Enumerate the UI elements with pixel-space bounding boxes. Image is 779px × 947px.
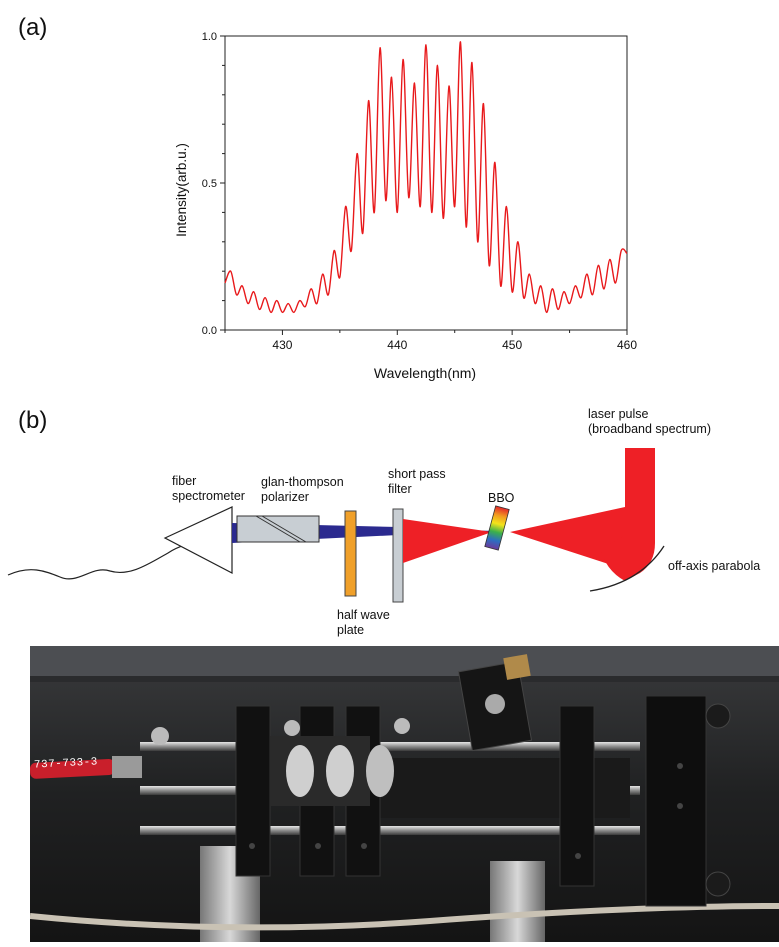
apparatus-photo-svg	[29, 646, 779, 942]
fiber-cable	[29, 758, 116, 779]
x-tick-label: 440	[387, 338, 407, 352]
x-tick-label: 430	[272, 338, 292, 352]
half-wave-plate	[344, 510, 357, 597]
red-beam-focusing	[510, 507, 630, 571]
bbo-crystal	[484, 505, 510, 551]
glan-thompson-polarizer	[236, 515, 320, 543]
y-axis-label: Intensity(arb.u.)	[174, 143, 189, 237]
label-short-pass-filter: short pass filter	[388, 467, 446, 496]
cage-plate-5	[645, 695, 707, 907]
panel-label-b: (b)	[18, 407, 48, 434]
spectrum-series-line	[224, 41, 628, 314]
post-right	[490, 861, 545, 942]
off-axis-parabola	[589, 545, 665, 592]
panel-label-a: (a)	[18, 14, 48, 41]
x-tick-label: 450	[502, 338, 522, 352]
red-beam-diverging	[403, 519, 492, 563]
y-tick-label: 0.5	[202, 178, 217, 190]
label-laser-pulse: laser pulse (broadband spectrum)	[588, 407, 711, 436]
fiber-spectrometer-shape	[163, 506, 233, 574]
label-glan-thompson: glan-thompson polarizer	[261, 475, 344, 504]
spectrum-chart: 430 440 450 460 0.0 0.5 1.0 Wavelength(nm) Int…	[0, 0, 779, 400]
y-tick-label: 1.0	[202, 31, 217, 43]
label-half-wave-plate: half wave plate	[337, 608, 390, 637]
plot-frame	[224, 35, 628, 331]
x-tick-label: 460	[617, 338, 637, 352]
optical-setup-diagram: fiber spectrometer glan-thompson polariz…	[0, 395, 779, 645]
fiber-cable-line	[7, 540, 203, 580]
x-axis-label: Wavelength(nm)	[374, 365, 476, 381]
cage-plate-1	[235, 705, 271, 877]
apparatus-photo	[29, 646, 779, 942]
optical-setup-svg	[7, 448, 665, 603]
y-tick-label: 0.0	[202, 325, 217, 337]
short-pass-filter	[392, 508, 404, 603]
laser-pulse-beam	[600, 448, 655, 581]
cage-plate-4	[559, 705, 595, 887]
label-off-axis-parabola: off-axis parabola	[668, 559, 761, 573]
spectrum-chart-svg: 430 440 450 460 0.0 0.5 1.0 Wavelength(nm) Int…	[174, 31, 637, 381]
label-fiber-spectrometer: fiber spectrometer	[172, 474, 245, 503]
label-bbo: BBO	[488, 491, 515, 505]
